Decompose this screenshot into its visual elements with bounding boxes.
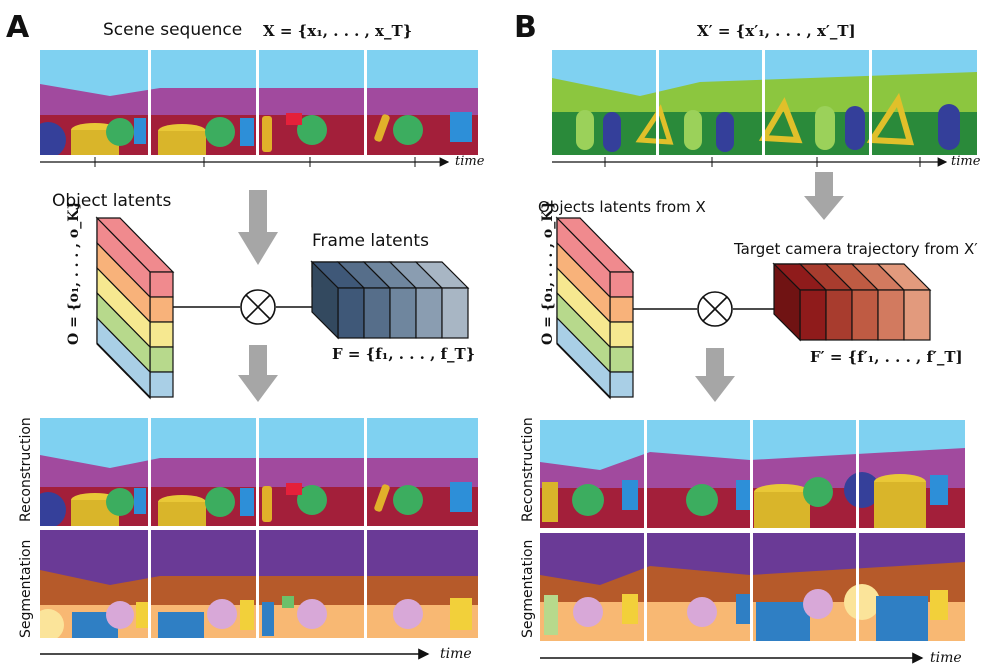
frame-latents-math: F = {f₁, . . . , f_T}: [332, 345, 476, 363]
frame-latents-block-b: [772, 262, 932, 342]
segmentation-strip-a: [40, 530, 478, 638]
time-label-a-top: time: [455, 154, 485, 169]
segmentation-strip-b: [540, 533, 965, 641]
objects-latents-from-x-label: Objects latents from X: [538, 198, 706, 216]
down-arrow-a-top: [238, 190, 278, 265]
object-latents-block-a: [95, 216, 175, 400]
frame-latents-block-a: [310, 260, 470, 340]
time-label-b-bottom: time: [930, 650, 962, 666]
scene-sequence-label: Scene sequence: [103, 20, 243, 40]
down-arrow-b-bottom: [695, 348, 735, 402]
tensor-product-symbol-b: [697, 291, 733, 327]
scene-sequence-math: X = {x₁, . . . , x_T}: [263, 22, 413, 40]
target-frame-latents-math: F′ = {f′₁, . . . , f′_T]: [810, 348, 963, 366]
time-label-a-bottom: time: [440, 646, 472, 662]
panel-letter-b: B: [514, 10, 537, 45]
down-arrow-b-top: [804, 172, 844, 220]
object-latents-label: Object latents: [52, 191, 172, 211]
reconstruction-strip-a: [40, 418, 478, 526]
panel-letter-a: A: [6, 10, 30, 45]
target-camera-trajectory-label: Target camera trajectory from X′: [734, 240, 978, 258]
down-arrow-a-bottom: [238, 345, 278, 402]
target-sequence-math: X′ = {x′₁, . . . , x′_T]: [697, 22, 856, 40]
scene-sequence-strip-a: [40, 50, 478, 155]
target-sequence-strip-b: [552, 50, 977, 155]
frame-latents-label: Frame latents: [312, 231, 429, 251]
time-label-b-top: time: [951, 154, 981, 169]
reconstruction-strip-b: [540, 420, 965, 528]
tensor-product-symbol-a: [240, 289, 276, 325]
object-latents-block-b: [555, 216, 635, 400]
